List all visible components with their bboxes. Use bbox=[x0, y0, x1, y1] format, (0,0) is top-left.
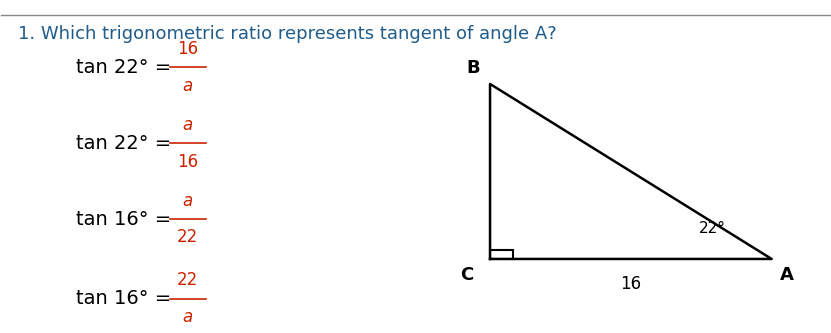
Text: 22: 22 bbox=[177, 228, 199, 246]
Text: 1. Which trigonometric ratio represents tangent of angle A?: 1. Which trigonometric ratio represents … bbox=[18, 25, 557, 43]
Text: 16: 16 bbox=[177, 153, 199, 170]
Text: tan 22° =: tan 22° = bbox=[76, 134, 178, 153]
Text: A: A bbox=[780, 265, 794, 284]
Text: 22: 22 bbox=[177, 271, 199, 289]
Text: a: a bbox=[183, 77, 193, 95]
Text: tan 16° =: tan 16° = bbox=[76, 289, 178, 308]
Text: B: B bbox=[466, 59, 480, 77]
Text: 22°: 22° bbox=[699, 221, 726, 236]
Bar bbox=[490, 250, 514, 259]
Text: 16: 16 bbox=[620, 275, 642, 293]
Text: 16: 16 bbox=[177, 40, 199, 58]
Text: a: a bbox=[183, 308, 193, 326]
Text: C: C bbox=[460, 265, 474, 284]
Text: tan 22° =: tan 22° = bbox=[76, 58, 178, 77]
Text: a: a bbox=[183, 116, 193, 134]
Text: tan 16° =: tan 16° = bbox=[76, 210, 178, 229]
Text: a: a bbox=[183, 192, 193, 210]
